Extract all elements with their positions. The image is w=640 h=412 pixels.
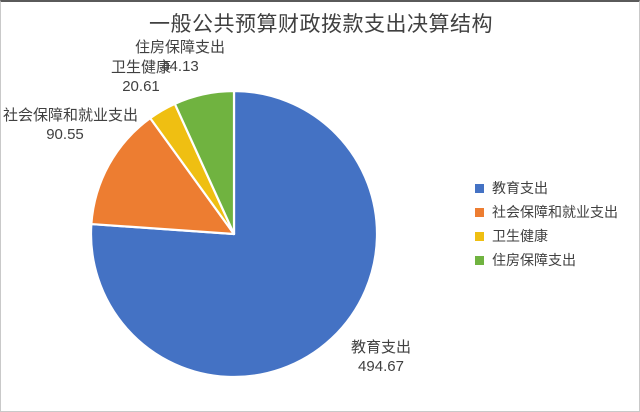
legend-label-health: 卫生健康 <box>492 228 548 244</box>
data-label-education: 教育支出 494.67 <box>319 338 443 376</box>
data-label-health: 卫生健康 20.61 <box>89 58 193 96</box>
data-label-social-security-value: 90.55 <box>46 126 84 143</box>
pie-plot-area <box>89 89 379 379</box>
legend-item-social-security[interactable]: 社会保障和就业支出 <box>475 200 635 224</box>
legend-swatch-social-security-icon <box>475 207 484 217</box>
data-label-health-name: 卫生健康 <box>110 59 171 76</box>
data-label-housing-name: 住房保障支出 <box>134 39 225 56</box>
legend-label-housing: 住房保障支出 <box>492 252 576 268</box>
data-label-health-value: 20.61 <box>122 78 160 95</box>
legend-label-education: 教育支出 <box>492 180 548 196</box>
legend-item-health[interactable]: 卫生健康 <box>475 224 635 248</box>
data-label-social-security-name: 社会保障和就业支出 <box>3 107 139 124</box>
legend-swatch-education-icon <box>475 183 484 193</box>
legend-item-education[interactable]: 教育支出 <box>475 176 635 200</box>
data-label-housing: 住房保障支出 44.13 <box>117 38 243 76</box>
legend-label-social-security: 社会保障和就业支出 <box>492 204 618 220</box>
legend-swatch-housing-icon <box>475 255 484 265</box>
legend-item-housing[interactable]: 住房保障支出 <box>475 248 635 272</box>
chart-title: 一般公共预算财政拨款支出决算结构 <box>149 13 493 36</box>
pie-svg <box>89 89 379 379</box>
pie-slice[interactable] <box>89 89 379 379</box>
data-label-social-security: 社会保障和就业支出 90.55 <box>3 106 139 144</box>
pie-slice[interactable] <box>173 89 236 236</box>
data-label-education-name: 教育支出 <box>350 339 411 356</box>
chart-legend: 教育支出 社会保障和就业支出 卫生健康 住房保障支出 <box>475 176 635 272</box>
pie-slice[interactable] <box>90 117 236 236</box>
data-label-housing-value: 44.13 <box>161 58 199 75</box>
data-label-education-value: 494.67 <box>358 358 404 375</box>
legend-swatch-health-icon <box>475 231 484 241</box>
